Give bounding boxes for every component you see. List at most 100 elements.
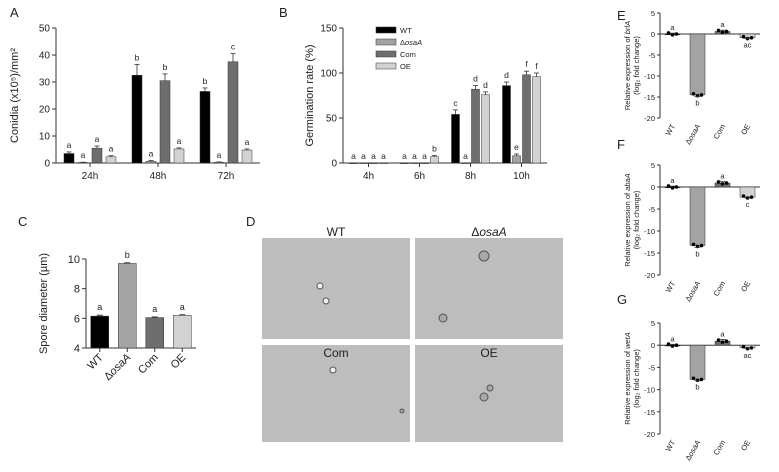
y-tick-label: 4 bbox=[74, 343, 80, 355]
data-point bbox=[699, 93, 704, 97]
x-tick-label: ΔosaA bbox=[683, 123, 702, 147]
spore bbox=[486, 384, 494, 392]
y-tick-label: 30 bbox=[39, 78, 51, 89]
y-tick-label: 5 bbox=[651, 161, 655, 170]
y-axis-label: Spore diameter (µm) bbox=[38, 253, 50, 354]
data-point bbox=[724, 29, 729, 34]
bar bbox=[91, 147, 103, 164]
significance-letter: f bbox=[535, 61, 538, 71]
bar bbox=[159, 80, 171, 164]
y-axis-label: Conidia (x10⁵)/mm² bbox=[9, 48, 21, 143]
panel-label-D: D bbox=[246, 214, 255, 229]
y-axis-label-unit: (log₂ fold change) bbox=[632, 36, 641, 95]
legend-swatch bbox=[375, 62, 397, 70]
significance-letter: a bbox=[95, 134, 100, 144]
data-point bbox=[749, 195, 754, 199]
panel-D: D WT ΔosaA Com OE bbox=[246, 214, 563, 442]
significance-letter: ac bbox=[744, 41, 752, 50]
y-axis-label: Relative expression of brlA bbox=[623, 21, 632, 110]
data-point bbox=[716, 338, 721, 342]
y-tick-label: 0 bbox=[44, 159, 50, 170]
significance-letter: a bbox=[412, 151, 417, 161]
significance-letter: f bbox=[525, 59, 528, 69]
significance-letter: a bbox=[381, 151, 386, 161]
y-axis-label: Germination rate (%) bbox=[304, 44, 316, 146]
x-tick-label: 48h bbox=[150, 171, 167, 182]
panel-label-E: E bbox=[617, 8, 626, 23]
y-tick-label: 6 bbox=[74, 313, 80, 325]
y-tick-label: -10 bbox=[644, 72, 655, 81]
significance-letter: a bbox=[67, 140, 72, 150]
bar bbox=[689, 344, 706, 380]
micrograph-caption: OE bbox=[480, 346, 497, 360]
bar bbox=[379, 162, 388, 164]
x-tick-label: OE bbox=[739, 123, 752, 137]
x-tick-label: 24h bbox=[82, 171, 99, 182]
x-tick-label: WT bbox=[664, 438, 678, 453]
data-point bbox=[691, 242, 696, 247]
data-point bbox=[666, 342, 671, 346]
x-tick-label: WT bbox=[85, 351, 106, 372]
x-tick-label: 4h bbox=[363, 171, 374, 182]
bar bbox=[118, 263, 137, 349]
data-point bbox=[741, 34, 746, 39]
x-tick-label: WT bbox=[664, 122, 678, 137]
significance-letter: a bbox=[720, 329, 725, 338]
y-tick-label: -5 bbox=[648, 205, 655, 214]
spore bbox=[322, 297, 330, 305]
significance-letter: a bbox=[152, 304, 157, 314]
y-axis-label-unit: (log₂ fold change) bbox=[632, 349, 641, 408]
significance-letter: a bbox=[670, 176, 675, 185]
data-point bbox=[674, 32, 679, 36]
bar bbox=[349, 162, 358, 164]
x-tick-label: Com bbox=[712, 439, 728, 457]
data-point bbox=[691, 92, 696, 96]
y-tick-label: -15 bbox=[644, 93, 655, 102]
significance-letter: b bbox=[695, 383, 699, 392]
significance-letter: a bbox=[149, 149, 154, 159]
y-tick-label: -15 bbox=[644, 408, 655, 417]
y-tick-label: -10 bbox=[644, 386, 655, 395]
bar bbox=[131, 75, 143, 164]
y-axis-label-unit: (log₂ fold change) bbox=[632, 190, 641, 249]
y-tick-label: 50 bbox=[326, 114, 338, 125]
y-tick-label: 150 bbox=[320, 24, 337, 35]
data-point bbox=[720, 30, 725, 35]
bar bbox=[420, 162, 429, 164]
bar bbox=[145, 161, 157, 164]
data-point bbox=[699, 377, 704, 382]
spore bbox=[478, 250, 490, 262]
y-tick-label: 20 bbox=[39, 105, 51, 116]
legend-swatch bbox=[375, 26, 397, 34]
micrograph-caption: Com bbox=[323, 346, 348, 360]
bar bbox=[451, 114, 460, 164]
y-tick-label: 5 bbox=[651, 9, 655, 18]
x-tick-label: Com bbox=[712, 280, 728, 298]
micrograph-caption: WT bbox=[327, 225, 346, 239]
y-tick-label: 50 bbox=[39, 24, 51, 35]
panel-G: 5 0 -5 -10 -15 -20 a WT b ΔosaA a Com ac OE Relative e… bbox=[617, 292, 760, 462]
significance-letter: a bbox=[109, 144, 114, 154]
significance-letter: d bbox=[473, 74, 478, 84]
bar bbox=[410, 162, 419, 164]
data-point bbox=[724, 181, 729, 185]
y-axis-label: Relative expression of wetA bbox=[623, 332, 632, 425]
significance-letter: a bbox=[217, 150, 222, 160]
significance-letter: ac bbox=[744, 351, 752, 360]
significance-letter: e bbox=[514, 142, 519, 152]
bar bbox=[369, 162, 378, 164]
significance-letter: c bbox=[453, 98, 458, 108]
bar bbox=[105, 156, 117, 164]
bar bbox=[173, 148, 185, 164]
legend: WT ΔosaA Com OE bbox=[375, 26, 422, 71]
significance-letter: a bbox=[351, 151, 356, 161]
x-tick-label: 10h bbox=[513, 171, 530, 182]
significance-letter: a bbox=[180, 302, 185, 312]
significance-letter: a bbox=[422, 151, 427, 161]
bar bbox=[199, 91, 211, 164]
y-tick-label: 100 bbox=[320, 69, 337, 80]
y-axis-label: Relative expression of abaA bbox=[623, 173, 632, 266]
panel-A: 0102030405024haaaa48hbaba72hbacaConidia … bbox=[9, 24, 260, 182]
